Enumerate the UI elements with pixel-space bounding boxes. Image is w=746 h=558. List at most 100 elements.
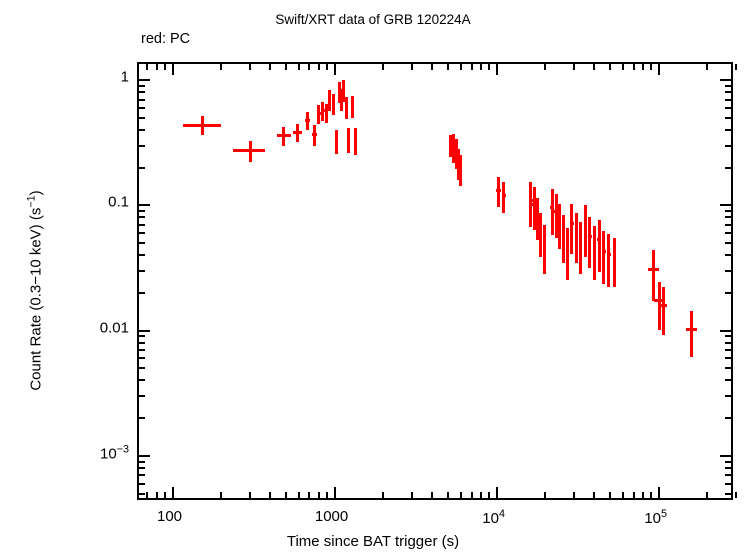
y-minor-tick xyxy=(139,166,145,169)
y-minor-tick-right xyxy=(725,210,731,213)
y-error-bar xyxy=(602,231,606,285)
x-major-tick-top xyxy=(171,64,174,75)
y-minor-tick-right xyxy=(725,379,731,382)
y-minor-tick-right xyxy=(725,460,731,463)
x-minor-tick xyxy=(317,492,320,498)
x-minor-tick-top xyxy=(706,64,709,70)
y-minor-tick-right xyxy=(725,166,731,169)
legend-pc-label: red: PC xyxy=(141,31,191,47)
y-error-bar xyxy=(324,103,328,124)
x-minor-tick xyxy=(621,492,624,498)
y-error-bar xyxy=(597,219,601,272)
y-minor-tick-right xyxy=(725,335,731,338)
y-minor-tick xyxy=(139,98,145,101)
x-minor-tick xyxy=(641,492,644,498)
y-error-bar xyxy=(583,205,587,257)
x-minor-tick-top xyxy=(572,64,575,70)
y-error-bar xyxy=(538,212,542,257)
x-minor-tick-top xyxy=(220,64,223,70)
y-error-bar xyxy=(344,96,348,119)
y-minor-tick xyxy=(139,367,145,370)
y-major-tick-right xyxy=(720,204,731,207)
y-error-bar xyxy=(532,186,536,231)
y-minor-tick xyxy=(139,395,145,398)
x-axis-title: Time since BAT trigger (s) xyxy=(286,533,460,550)
y-error-bar xyxy=(550,188,554,235)
y-minor-tick-right xyxy=(725,395,731,398)
y-error-bar xyxy=(570,204,574,255)
x-minor-tick xyxy=(632,492,635,498)
x-minor-tick xyxy=(297,492,300,498)
y-error-bar xyxy=(535,198,539,240)
x-major-tick-top xyxy=(333,64,336,75)
x-minor-tick-top xyxy=(650,64,653,70)
y-minor-tick-right xyxy=(725,254,731,257)
y-minor-tick-right xyxy=(725,474,731,477)
x-minor-tick-top xyxy=(308,64,311,70)
y-error-bar xyxy=(661,286,665,336)
y-major-tick-right xyxy=(720,454,731,457)
y-minor-tick-right xyxy=(725,116,731,119)
plot-frame xyxy=(137,62,737,500)
x-minor-tick xyxy=(220,492,223,498)
x-major-tick-top xyxy=(495,64,498,75)
y-minor-tick xyxy=(139,379,145,382)
y-major-tick xyxy=(139,329,150,332)
x-minor-tick xyxy=(593,492,596,498)
y-error-bar xyxy=(574,212,578,263)
y-error-bar xyxy=(456,149,460,181)
y-error-bar xyxy=(561,215,565,263)
y-error-bar xyxy=(607,233,611,287)
y-minor-tick-right xyxy=(725,144,731,147)
y-error-bar xyxy=(558,204,562,249)
x-minor-tick xyxy=(446,492,449,498)
y-error-bar xyxy=(612,237,616,287)
x-minor-tick-top xyxy=(431,64,434,70)
y-error-bar xyxy=(312,125,316,147)
x-minor-tick-top xyxy=(317,64,320,70)
y-minor-tick-right xyxy=(725,291,731,294)
x-minor-tick-top xyxy=(284,64,287,70)
y-error-bar xyxy=(452,133,456,163)
y-minor-tick xyxy=(139,116,145,119)
y-error-bar xyxy=(340,88,344,111)
y-error-bar xyxy=(449,134,453,157)
x-minor-tick-top xyxy=(479,64,482,70)
y-error-bar xyxy=(332,94,336,115)
x-minor-tick-top xyxy=(146,64,149,70)
y-major-tick-right xyxy=(720,79,731,82)
x-minor-tick-top xyxy=(326,64,329,70)
y-minor-tick-right xyxy=(725,232,731,235)
y-error-bar xyxy=(282,127,286,147)
y-minor-tick xyxy=(139,357,145,360)
x-tick-label: 100 xyxy=(157,508,183,525)
y-minor-tick xyxy=(139,128,145,131)
y-error-bar xyxy=(201,116,205,136)
x-minor-tick-top xyxy=(248,64,251,70)
x-minor-tick-top xyxy=(488,64,491,70)
y-minor-tick-right xyxy=(725,223,731,226)
x-tick-label: 105 xyxy=(644,508,668,527)
y-tick-label: 1 xyxy=(120,68,129,86)
x-minor-tick-top xyxy=(735,64,737,70)
y-error-bar xyxy=(579,222,583,274)
y-error-bar xyxy=(296,123,300,142)
y-error-bar xyxy=(459,154,463,187)
y-error-bar xyxy=(454,139,458,170)
x-minor-tick-top xyxy=(641,64,644,70)
y-minor-tick xyxy=(139,466,145,469)
y-minor-tick-right xyxy=(725,482,731,485)
y-major-tick xyxy=(139,204,150,207)
y-minor-tick-right xyxy=(725,98,731,101)
y-minor-tick xyxy=(139,348,145,351)
y-error-bar xyxy=(347,128,351,154)
y-minor-tick xyxy=(139,291,145,294)
y-error-bar xyxy=(317,104,321,125)
x-minor-tick xyxy=(706,492,709,498)
y-minor-tick-right xyxy=(725,106,731,109)
y-minor-tick-right xyxy=(725,216,731,219)
x-minor-tick-top xyxy=(470,64,473,70)
x-minor-tick xyxy=(650,492,653,498)
y-error-bar xyxy=(554,193,558,238)
